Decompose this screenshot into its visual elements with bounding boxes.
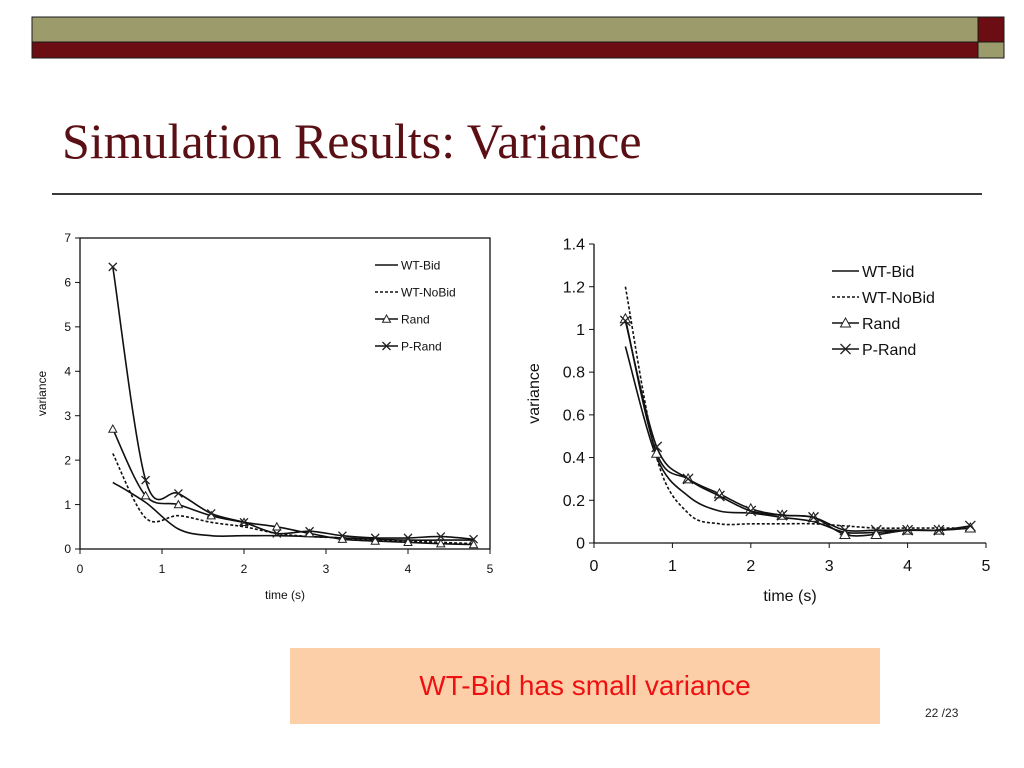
series-line-Rand — [112, 428, 474, 546]
point-P-Rand — [808, 511, 819, 523]
x-axis-label: time (s) — [763, 588, 816, 605]
y-tick-label: 0.2 — [563, 493, 585, 510]
point-Rand — [870, 528, 883, 539]
x-tick-label: 1 — [159, 562, 166, 576]
point-P-Rand — [469, 534, 479, 544]
legend-marker-Rand — [381, 313, 392, 323]
point-Rand — [140, 490, 151, 500]
legend-label-Rand: Rand — [862, 316, 900, 333]
point-P-Rand — [713, 490, 725, 502]
variance-chart-right: 0 1 2 3 4 5 0 0.2 0.4 0.6 0.8 1 1.2 1.4 time (s) varian… — [522, 228, 997, 628]
y-tick-label: 1 — [576, 322, 585, 339]
x-tick-label: 2 — [746, 558, 755, 575]
point-P-Rand — [272, 528, 282, 538]
point-P-Rand — [619, 315, 631, 327]
x-tick-label: 4 — [903, 558, 912, 575]
callout-text: WT-Bid has small variance — [419, 670, 751, 701]
series-line-WT-Bid — [112, 481, 474, 541]
legend-label-P-Rand: P-Rand — [862, 342, 916, 359]
point-P-Rand — [305, 526, 315, 536]
point-Rand — [435, 538, 446, 548]
point-P-Rand — [682, 473, 694, 485]
y-tick-label: 6 — [64, 276, 71, 290]
y-tick-label: 4 — [64, 364, 71, 378]
olive-band — [31, 16, 979, 43]
y-tick-label: 2 — [64, 453, 71, 467]
y-tick-label: 3 — [64, 409, 71, 423]
legend-label-WT-Bid: WT-Bid — [862, 264, 914, 281]
series-line-Rand — [624, 318, 971, 537]
variance-chart-left: 0 1 2 3 4 5 0 1 2 3 4 5 6 7 time (s) variance WT-Bid WT-N… — [30, 222, 510, 624]
top-decor-band — [31, 16, 1005, 59]
y-tick-label: 7 — [64, 231, 71, 245]
legend-marker-P-Rand — [840, 343, 851, 355]
point-P-Rand — [651, 441, 663, 453]
x-tick-label: 3 — [323, 562, 330, 576]
x-tick-label: 0 — [590, 558, 599, 575]
y-tick-label: 5 — [64, 320, 71, 334]
plot-frame — [79, 237, 491, 550]
point-P-Rand — [745, 505, 757, 517]
x-axis-label: time (s) — [265, 588, 305, 602]
point-P-Rand — [933, 524, 945, 536]
legend-label-WT-NoBid: WT-NoBid — [401, 285, 456, 299]
x-tick-label: 5 — [982, 558, 991, 575]
x-tick-label: 5 — [487, 562, 494, 576]
series-line-P-Rand — [624, 320, 971, 532]
point-Rand — [839, 528, 851, 539]
point-P-Rand — [403, 533, 413, 543]
legend-marker-Rand — [839, 316, 852, 328]
x-tick-label: 3 — [825, 558, 834, 575]
point-Rand — [403, 537, 413, 547]
point-P-Rand — [173, 489, 183, 498]
y-tick-label: 1.4 — [563, 237, 585, 254]
point-P-Rand — [370, 533, 380, 543]
point-P-Rand — [436, 532, 446, 542]
series-line-WT-Bid — [624, 346, 971, 534]
maroon-band — [31, 41, 979, 59]
point-Rand — [107, 424, 118, 433]
y-tick-label: 1.2 — [563, 279, 585, 296]
legend-label-Rand: Rand — [401, 312, 430, 326]
y-tick-label: 1 — [64, 498, 71, 512]
point-P-Rand — [337, 531, 347, 541]
maroon-square — [977, 16, 1005, 43]
legend-label-P-Rand: P-Rand — [401, 339, 442, 353]
point-Rand — [173, 499, 184, 509]
point-P-Rand — [141, 475, 151, 485]
x-tick-label: 4 — [405, 562, 412, 576]
legend-label-WT-Bid: WT-Bid — [401, 258, 440, 272]
point-P-Rand — [902, 524, 914, 536]
y-axis-label: variance — [526, 363, 543, 424]
y-axis-label: variance — [35, 370, 49, 416]
y-tick-label: 0.6 — [563, 407, 585, 424]
legend-label-WT-NoBid: WT-NoBid — [862, 290, 935, 307]
y-tick-label: 0.4 — [563, 450, 585, 467]
x-tick-label: 1 — [668, 558, 677, 575]
point-P-Rand — [776, 509, 788, 521]
point-P-Rand — [839, 524, 851, 536]
point-P-Rand — [239, 517, 249, 527]
point-Rand — [468, 539, 479, 549]
title-divider — [52, 193, 982, 195]
page-number: 22 /23 — [925, 706, 959, 720]
point-Rand — [337, 534, 348, 543]
point-P-Rand — [964, 520, 976, 532]
series-line-WT-NoBid — [624, 286, 971, 530]
x-tick-label: 0 — [77, 562, 84, 576]
slide-title: Simulation Results: Variance — [62, 113, 642, 169]
x-tick-label: 2 — [241, 562, 248, 576]
olive-square — [977, 41, 1005, 59]
point-P-Rand — [870, 524, 882, 536]
point-P-Rand — [206, 508, 216, 518]
legend-marker-P-Rand — [382, 341, 391, 351]
series-line-P-Rand — [112, 266, 474, 540]
y-tick-label: 0.8 — [563, 365, 585, 382]
callout-box: WT-Bid has small variance — [290, 648, 880, 724]
point-Rand — [271, 521, 282, 531]
point-P-Rand — [108, 262, 118, 272]
y-tick-label: 0 — [64, 542, 71, 556]
y-tick-label: 0 — [576, 536, 585, 553]
